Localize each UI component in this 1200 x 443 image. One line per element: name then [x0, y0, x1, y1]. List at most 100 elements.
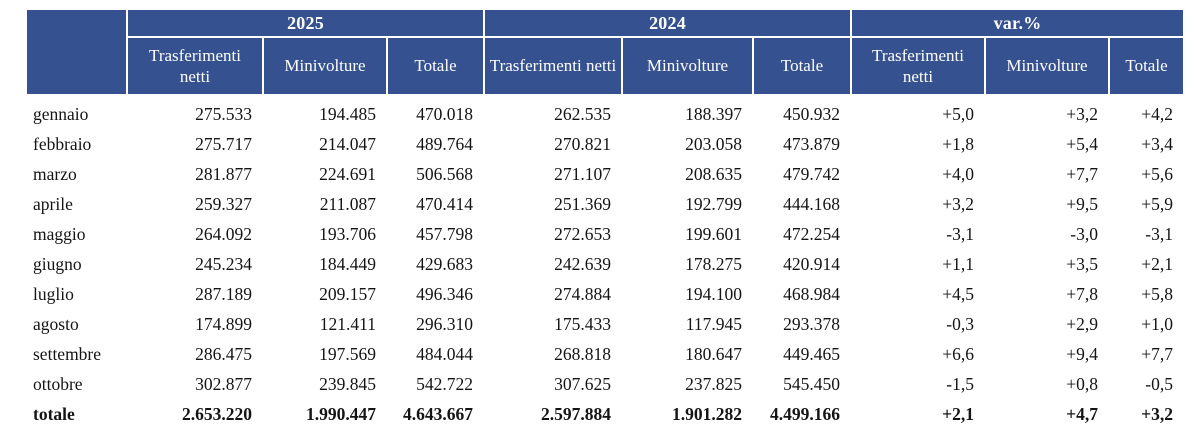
- cell-value: 194.100: [685, 283, 742, 304]
- cell-value: 224.691: [319, 163, 376, 184]
- row-label: totale: [33, 403, 75, 424]
- row-label: maggio: [33, 223, 86, 244]
- row-label: giugno: [33, 253, 82, 274]
- col-header-minivolture-2025: Minivolture: [262, 36, 388, 96]
- cell-value: -3,1: [1145, 223, 1173, 244]
- cell-value: +9,5: [1066, 193, 1098, 214]
- cell-value: 287.189: [195, 283, 252, 304]
- cell-value: +1,1: [942, 253, 974, 274]
- group-header-row: 2025 2024 var.%: [25, 8, 1185, 96]
- cell-value: 457.798: [416, 223, 473, 244]
- col-header-minivolture-2024: Minivolture: [621, 36, 754, 96]
- row-label: febbraio: [33, 133, 92, 154]
- cell-value: 264.092: [195, 223, 252, 244]
- cell-value: +0,8: [1066, 373, 1098, 394]
- cell-value: -3,1: [946, 223, 974, 244]
- cell-value: 470.414: [416, 193, 473, 214]
- group-header-var: var.%: [850, 8, 1185, 38]
- cell-value: +9,4: [1066, 343, 1098, 364]
- monthly-transfers-table: 2025 2024 var.% Trasferimenti netti Mini…: [25, 8, 1185, 429]
- cell-value: 270.821: [554, 133, 611, 154]
- table-row: giugno 245.234 184.449 429.683 242.639 178.27…: [26, 249, 1184, 279]
- cell-value: 262.535: [554, 103, 611, 124]
- cell-value: 274.884: [554, 283, 611, 304]
- table-row: agosto 174.899 121.411 296.310 175.433 117.94…: [26, 309, 1184, 339]
- cell-value: 211.087: [319, 193, 376, 214]
- cell-value: -3,0: [1070, 223, 1098, 244]
- cell-value: +4,5: [942, 283, 974, 304]
- cell-value: 302.877: [195, 373, 252, 394]
- cell-value: 468.984: [783, 283, 840, 304]
- cell-value: 175.433: [554, 313, 611, 334]
- cell-value: 193.706: [319, 223, 376, 244]
- cell-value: 484.044: [416, 343, 473, 364]
- table-row: marzo 281.877 224.691 506.568 271.107 208.635…: [26, 159, 1184, 189]
- cell-value: 2.597.884: [541, 403, 611, 424]
- row-label: marzo: [33, 163, 77, 184]
- sub-header-row: Trasferimenti netti Minivolture Totale T…: [26, 36, 1185, 96]
- row-label: luglio: [33, 283, 74, 304]
- cell-value: 272.653: [554, 223, 611, 244]
- col-header-trasferimenti-2025: Trasferimenti netti: [126, 36, 264, 96]
- cell-value: 271.107: [554, 163, 611, 184]
- cell-value: 307.625: [554, 373, 611, 394]
- cell-value: 420.914: [783, 253, 840, 274]
- row-label: agosto: [33, 313, 79, 334]
- cell-value: +6,6: [942, 343, 974, 364]
- col-header-totale-2024: Totale: [752, 36, 852, 96]
- table-body: gennaio 275.533 194.485 470.018 262.535 188.3…: [26, 95, 1184, 429]
- cell-value: 4.643.667: [403, 403, 473, 424]
- page: 2025 2024 var.% Trasferimenti netti Mini…: [25, 8, 1185, 429]
- cell-value: 470.018: [416, 103, 473, 124]
- cell-value: -0,5: [1145, 373, 1173, 394]
- cell-value: 545.450: [783, 373, 840, 394]
- cell-value: 449.465: [783, 343, 840, 364]
- row-label: aprile: [33, 193, 73, 214]
- cell-value: 197.569: [319, 343, 376, 364]
- table-row: maggio 264.092 193.706 457.798 272.653 199.60…: [26, 219, 1184, 249]
- cell-value: 479.742: [783, 163, 840, 184]
- cell-value: +5,0: [942, 103, 974, 124]
- cell-value: 174.899: [195, 313, 252, 334]
- cell-value: 1.990.447: [306, 403, 376, 424]
- cell-value: 296.310: [416, 313, 473, 334]
- table-row: luglio 287.189 209.157 496.346 274.884 194.10…: [26, 279, 1184, 309]
- cell-value: 293.378: [783, 313, 840, 334]
- table-row: ottobre 302.877 239.845 542.722 307.625 237.8…: [26, 369, 1184, 399]
- cell-value: 2.653.220: [182, 403, 252, 424]
- cell-value: 506.568: [416, 163, 473, 184]
- cell-value: 239.845: [319, 373, 376, 394]
- row-label: settembre: [33, 343, 102, 364]
- cell-value: +3,2: [942, 193, 974, 214]
- cell-value: 496.346: [416, 283, 473, 304]
- group-header-2024: 2024: [483, 8, 852, 38]
- cell-value: 281.877: [195, 163, 252, 184]
- cell-value: 542.722: [416, 373, 473, 394]
- cell-value: +3,2: [1141, 403, 1173, 424]
- cell-value: +3,5: [1066, 253, 1098, 274]
- cell-value: +5,8: [1141, 283, 1173, 304]
- cell-value: 242.639: [554, 253, 611, 274]
- col-header-trasferimenti-var: Trasferimenti netti: [850, 36, 986, 96]
- row-label: ottobre: [33, 373, 83, 394]
- cell-value: +7,7: [1066, 163, 1098, 184]
- cell-value: +2,1: [1141, 253, 1173, 274]
- cell-value: 194.485: [319, 103, 376, 124]
- cell-value: 199.601: [685, 223, 742, 244]
- cell-value: +4,7: [1066, 403, 1098, 424]
- cell-value: 473.879: [783, 133, 840, 154]
- col-header-totale-var: Totale: [1108, 36, 1185, 96]
- cell-value: -1,5: [946, 373, 974, 394]
- cell-value: 429.683: [416, 253, 473, 274]
- cell-value: +4,0: [942, 163, 974, 184]
- cell-value: -0,3: [946, 313, 974, 334]
- cell-value: 259.327: [195, 193, 252, 214]
- table-row: aprile 259.327 211.087 470.414 251.369 192.79…: [26, 189, 1184, 219]
- cell-value: 450.932: [783, 103, 840, 124]
- cell-value: 251.369: [554, 193, 611, 214]
- cell-value: +3,4: [1141, 133, 1173, 154]
- cell-value: 192.799: [685, 193, 742, 214]
- table-header: 2025 2024 var.% Trasferimenti netti Mini…: [25, 8, 1185, 96]
- cell-value: 268.818: [554, 343, 611, 364]
- corner-cell: [25, 8, 128, 96]
